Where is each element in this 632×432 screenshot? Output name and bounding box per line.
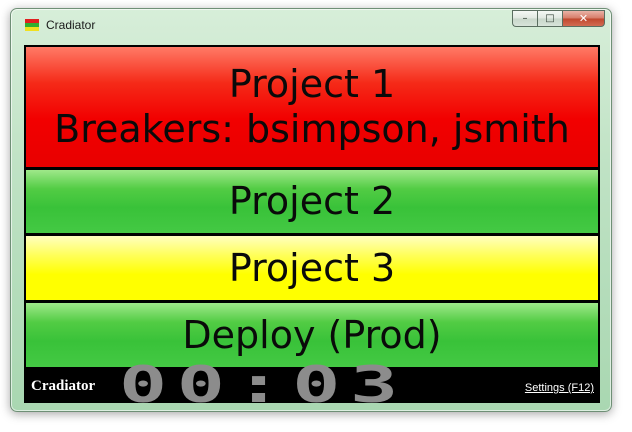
- maximize-icon: □: [545, 13, 555, 24]
- settings-link[interactable]: Settings (F12): [524, 382, 594, 394]
- build-radiator: Project 1 Breakers: bsimpson, jsmith Pro…: [24, 45, 600, 410]
- status-footer: Cradiator 00:03 Settings (F12): [24, 360, 600, 410]
- cradiator-app-icon: [25, 19, 39, 31]
- project-tile-project-1: Project 1 Breakers: bsimpson, jsmith: [26, 47, 598, 167]
- title-bar[interactable]: Cradiator – □ ✕: [11, 9, 611, 39]
- project-name: Project 1: [228, 62, 396, 107]
- project-name: Deploy (Prod): [182, 312, 442, 357]
- project-tile-project-2: Project 2: [26, 170, 598, 233]
- minimize-button[interactable]: –: [512, 10, 537, 27]
- close-icon: ✕: [578, 12, 589, 25]
- app-window: Cradiator – □ ✕ Project 1 Breakers: bsim…: [10, 8, 612, 412]
- countdown-timer: 00:03: [119, 356, 408, 414]
- project-tile-project-3: Project 3: [26, 236, 598, 300]
- close-button[interactable]: ✕: [562, 10, 605, 27]
- project-name: Project 2: [228, 179, 396, 224]
- window-title: Cradiator: [46, 18, 96, 32]
- project-tile-deploy-prod: Deploy (Prod): [26, 303, 598, 367]
- minimize-icon: –: [522, 13, 528, 24]
- maximize-button[interactable]: □: [537, 10, 562, 27]
- project-name: Project 3: [228, 245, 396, 290]
- brand-label: Cradiator: [31, 378, 96, 394]
- window-controls: – □ ✕: [512, 10, 605, 27]
- project-breakers: Breakers: bsimpson, jsmith: [54, 107, 570, 151]
